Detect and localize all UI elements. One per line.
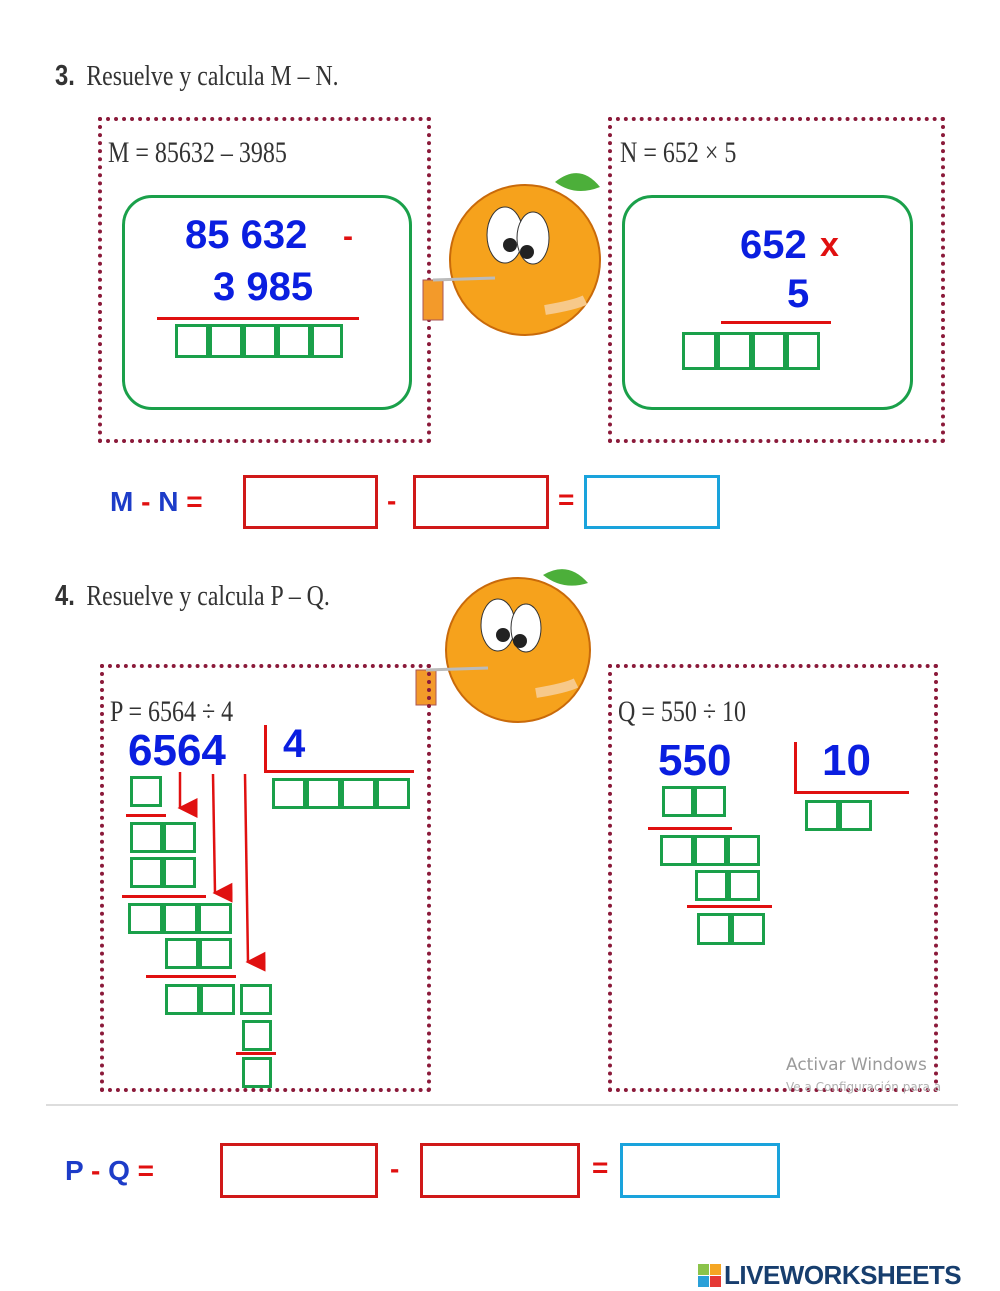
answer-digit-box[interactable] [209,324,243,358]
minus-sign: - [343,220,353,253]
digit-box[interactable] [130,857,163,888]
minus-sign: - [387,485,397,516]
digit-box[interactable] [728,870,760,901]
n-equation: N = 652 × 5 [620,136,737,169]
digit-box[interactable] [130,776,162,807]
digit-box[interactable] [731,913,765,945]
equals-sign: = [558,484,575,515]
digit-box[interactable] [163,822,196,853]
quotient-digit-box[interactable] [839,800,872,831]
answer-digit-box[interactable] [277,324,311,358]
q-equation: Q = 550 ÷ 10 [618,695,747,728]
digit-box[interactable] [242,1020,272,1051]
digit-box[interactable] [165,984,200,1015]
digit-box[interactable] [128,903,163,934]
n-panel [608,117,945,443]
quotient-digit-box[interactable] [341,778,376,809]
digit-box[interactable] [662,786,694,817]
answer-digit-box[interactable] [786,332,820,370]
quotient-digit-box[interactable] [272,778,306,809]
digit-box[interactable] [198,903,232,934]
p-minus-q-result-input[interactable] [620,1143,780,1198]
answer-digit-box[interactable] [175,324,209,358]
digit-box[interactable] [697,913,731,945]
m-minus-n-result-input[interactable] [584,475,720,529]
divider [46,1104,958,1106]
n-work-box [622,195,913,410]
m-minuend: 85 632 [185,213,308,257]
section-4-title: 4. Resuelve y calcula P – Q. [55,580,330,612]
division-bracket [264,725,267,773]
m-work-box [122,195,412,410]
digit-box[interactable] [694,835,727,866]
activate-windows-watermark: Activar Windows [786,1055,927,1075]
q-divisor: 10 [822,736,871,785]
times-sign: x [820,226,839,264]
n-multiplicand: 652 [740,223,807,267]
liveworksheets-logo: LIVEWORKSHEETS [698,1260,962,1291]
m-minus-n-label: M - N = [110,486,203,517]
p-panel [100,664,431,1092]
answer-digit-box[interactable] [717,332,752,370]
digit-box[interactable] [163,903,198,934]
digit-box[interactable] [694,786,726,817]
q-panel [608,664,938,1092]
m-value-input[interactable] [243,475,378,529]
n-multiplier: 5 [787,272,810,316]
p-value-input[interactable] [220,1143,378,1198]
p-equation: P = 6564 ÷ 4 [110,695,234,728]
activate-windows-watermark-sub: Ve a Configuración para a [786,1080,942,1094]
quotient-digit-box[interactable] [805,800,839,831]
digit-box[interactable] [660,835,694,866]
answer-digit-box[interactable] [752,332,786,370]
digit-box[interactable] [199,938,232,969]
digit-box[interactable] [130,822,163,853]
m-subtrahend: 3 985 [213,265,314,309]
digit-box[interactable] [695,870,728,901]
p-minus-q-label: P - Q = [65,1155,154,1186]
minus-sign: - [390,1153,400,1184]
digit-box[interactable] [165,938,199,969]
digit-box[interactable] [727,835,760,866]
logo-icon [698,1264,721,1287]
p-dividend: 6564 [128,726,226,775]
m-equation: M = 85632 – 3985 [108,136,287,169]
quotient-digit-box[interactable] [376,778,410,809]
digit-box[interactable] [240,984,272,1015]
answer-digit-box[interactable] [243,324,277,358]
digit-box[interactable] [242,1057,272,1088]
digit-box[interactable] [163,857,196,888]
arrow-icon [243,773,266,972]
product-line [721,321,831,324]
sum-line [157,317,359,320]
division-bracket [794,791,909,794]
q-dividend: 550 [658,736,732,785]
division-bracket [794,742,797,794]
equals-sign: = [592,1152,609,1183]
answer-digit-box[interactable] [311,324,343,358]
n-value-input[interactable] [413,475,549,529]
quotient-digit-box[interactable] [306,778,341,809]
section-3-title: 3. Resuelve y calcula M – N. [55,60,339,92]
answer-digit-box[interactable] [682,332,717,370]
orange-mascot-illustration [415,569,591,723]
division-bracket [264,770,414,773]
p-divisor: 4 [283,722,306,766]
q-value-input[interactable] [420,1143,580,1198]
orange-mascot-illustration [422,173,601,336]
bring-down-arrows [177,772,266,972]
digit-box[interactable] [200,984,235,1015]
arrow-icon [211,773,233,903]
